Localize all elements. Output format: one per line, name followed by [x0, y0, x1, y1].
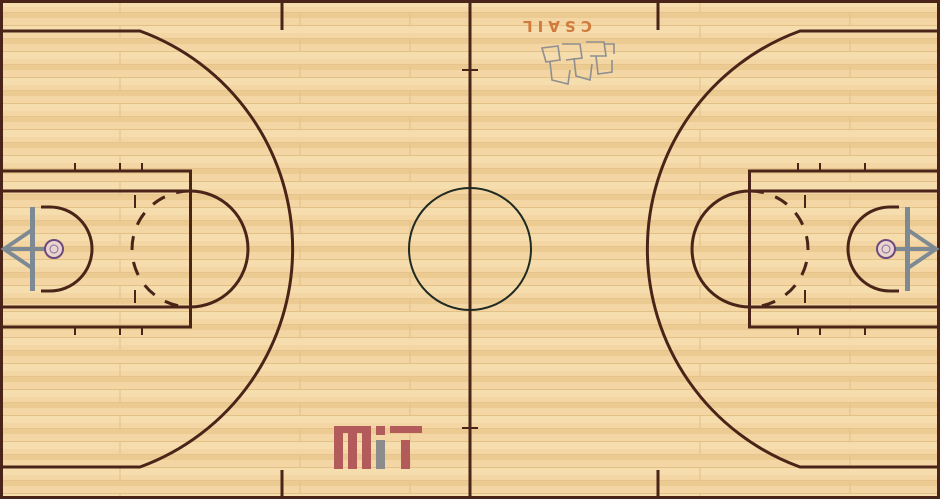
csail-squiggle-logo [540, 41, 615, 85]
free-throw-dashed-left [130, 189, 191, 309]
left-half [0, 29, 295, 469]
mit-logo [334, 426, 422, 469]
three-point-line-left [0, 29, 295, 469]
restricted-area-left [41, 205, 94, 293]
free-throw-arc-left [189, 189, 250, 309]
csail-logo: CSAIL [518, 17, 615, 85]
right-half [645, 29, 940, 469]
basketball-hoop-icon [876, 207, 940, 291]
free-throw-arc-right [690, 189, 751, 309]
free-throw-dashed-right [749, 189, 810, 309]
csail-logo-text: CSAIL [518, 17, 592, 35]
basketball-hoop-icon [0, 207, 64, 291]
center-circle [408, 187, 532, 311]
restricted-area-right [846, 205, 899, 293]
three-point-line-right [645, 29, 940, 469]
